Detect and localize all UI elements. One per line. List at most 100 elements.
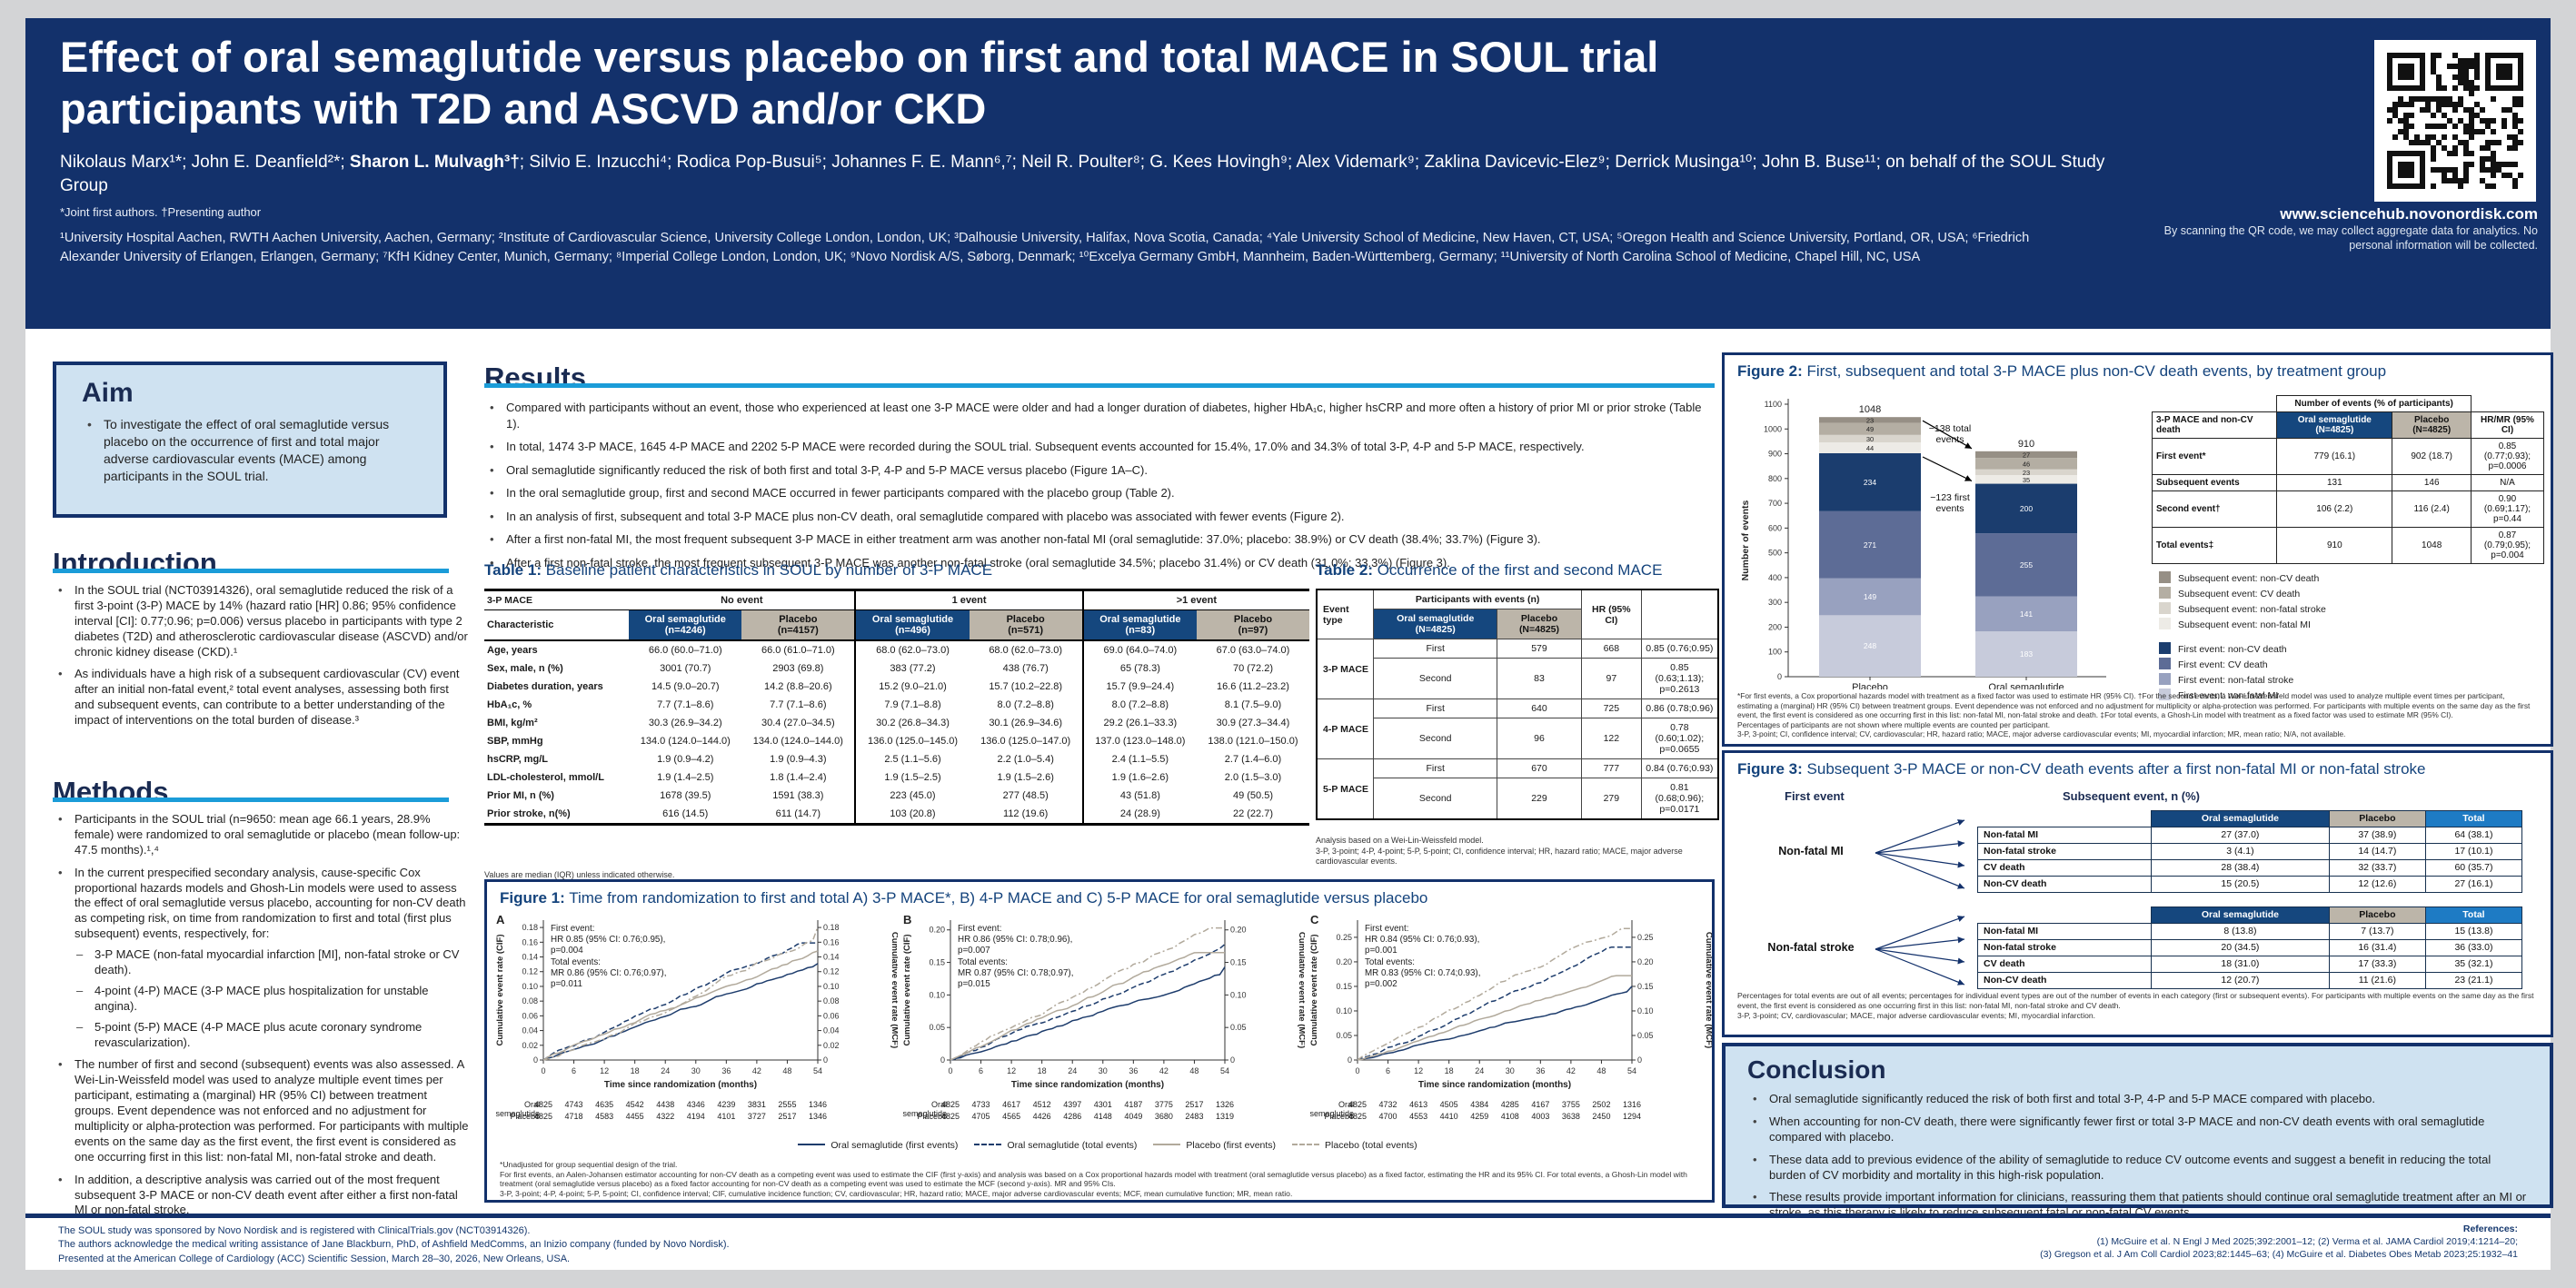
stats-line: p=0.004 (551, 946, 583, 956)
poster-title-line1: Effect of oral semaglutide versus placeb… (60, 33, 1659, 81)
figure3-total-cell: 27 (16.1) (2424, 875, 2523, 893)
figure2-footnote: 3-P, 3-point; CI, confidence interval; C… (1737, 729, 2346, 738)
table1-cell: 2.2 (1.0–5.4) (997, 754, 1054, 765)
svg-text:42: 42 (1159, 1066, 1169, 1075)
svg-text:1000: 1000 (1764, 424, 1782, 433)
table2-placebo-cell: 725 (1580, 698, 1642, 718)
p-value: p=0.2613 (1659, 684, 1700, 695)
figure2-table-row: First event* 779 (16.1) 902 (18.7) 0.85 (0.… (2151, 438, 2545, 475)
svg-text:0: 0 (1348, 1055, 1352, 1065)
table1-cell: 24 (28.9) (1081, 805, 1197, 825)
figure2-row-label: First event* (2151, 438, 2278, 475)
legend-swatch (2159, 658, 2171, 669)
figure1-chart-C: 0 00.05 0.050.10 0.100.15 0.150.20 0.200.25 0.… (1309, 920, 1714, 1090)
stats-line: HR 0.84 (95% CI: 0.76;0.93), (1365, 935, 1480, 946)
table1-cell: 2903 (69.8) (772, 663, 824, 674)
methods-bullet: The number of first and second (subseque… (53, 1057, 469, 1164)
at-risk-value: 4553 (1409, 1112, 1428, 1121)
table1-cell: HbA₁c, % (487, 699, 532, 710)
at-risk-value: 4101 (717, 1112, 736, 1121)
at-risk-value: 4542 (625, 1100, 644, 1109)
svg-text:54: 54 (1220, 1066, 1229, 1075)
svg-text:900: 900 (1768, 450, 1782, 459)
bar-annotation: −138 total events (1929, 423, 1971, 445)
conclusion-bullet: When accounting for non-CV death, there … (1747, 1115, 2529, 1145)
svg-text:0.10: 0.10 (1637, 1006, 1654, 1016)
number-of-events-header: Number of events (% of participants) (2276, 395, 2472, 412)
svg-text:Placebo: Placebo (1852, 682, 1888, 689)
p-value: p=0.0655 (1659, 744, 1700, 755)
legend-swatch (2159, 618, 2171, 629)
table1-cell: 1.9 (1.5–2.6) (997, 772, 1054, 783)
table2-order-cell: Second (1373, 778, 1498, 820)
sub-bullet-item: 5-point (5-P) MACE (4-P MACE plus acute … (75, 1020, 469, 1051)
table1-group-header: 1 event (854, 590, 1083, 610)
stats-line: MR 0.87 (95% CI: 0.78;0.97), (958, 967, 1074, 978)
arm-n: (n=496) (895, 625, 930, 636)
figure3-table-header: Oral semaglutide Placebo Total (1978, 809, 2523, 827)
table1-baseline-characteristics: 3-P MACE No event 1 event >1 event Character… (484, 589, 1309, 826)
svg-text:48: 48 (1596, 1066, 1606, 1075)
reference-line: (1) McGuire et al. N Engl J Med 2025;392… (2096, 1236, 2518, 1248)
at-risk-table: Oral semaglutide 4825 4743 4635 4542 4438 4346… (491, 1100, 898, 1124)
svg-text:30: 30 (1506, 1066, 1515, 1075)
svg-text:0.02: 0.02 (823, 1041, 840, 1050)
svg-text:12: 12 (1007, 1066, 1016, 1075)
first-event-label: Non-fatal stroke (1767, 941, 1855, 954)
qr-code-image (2374, 40, 2536, 202)
stats-line: MR 0.86 (95% CI: 0.76;0.97), (551, 967, 667, 978)
p-value: p=0.0171 (1659, 804, 1700, 815)
poster-title-line2: participants with T2D and ASCVD and/or C… (60, 84, 987, 134)
stats-line: Total events: (1365, 956, 1416, 967)
figure2-title-text: First, subsequent and total 3-P MACE plu… (1802, 362, 2387, 380)
table2-sema-cell: 640 (1497, 698, 1582, 718)
figure2-legend-entry: First event: CV death (2159, 658, 2326, 670)
table1-row: Prior stroke, n(%) 616 (14.5) 611 (14.7) 10… (484, 805, 1309, 825)
bar-segment (1975, 631, 2077, 677)
arm-n: (n=571) (1008, 625, 1044, 636)
at-risk-value: 4003 (1531, 1112, 1550, 1121)
table2-placebo-cell: 777 (1580, 758, 1642, 778)
svg-text:49: 49 (1866, 425, 1874, 433)
at-risk-value: 3831 (747, 1100, 766, 1109)
figure3-row-label: Non-fatal MI (1977, 826, 2152, 844)
panel-stats: First event: HR 0.85 (95% CI: 0.76;0.95),… (551, 924, 666, 990)
figure2-bar-svg: 0 100 200 300 400 500 600 700 800 900 1000 1100 Numb… (1740, 399, 2106, 693)
bar-segment (1975, 533, 2077, 597)
svg-text:800: 800 (1768, 474, 1782, 483)
svg-text:0: 0 (823, 1055, 828, 1065)
table2-footnote: Analysis based on a Wei-Lin-Weissfeld mo… (1316, 836, 1484, 845)
figure2-row-label: Subsequent events (2151, 474, 2278, 491)
svg-text:0: 0 (1355, 1066, 1359, 1075)
figure3-table-header: Oral semaglutide Placebo Total (1978, 906, 2523, 924)
figure3-row-label: Non-fatal stroke (1977, 842, 2152, 860)
table1-cell: 223 (45.0) (854, 787, 970, 805)
figure2-row-label: Total events‡ (2151, 527, 2278, 564)
table1-cell: 137.0 (123.0–148.0) (1081, 732, 1197, 750)
figure1-panel-C: C 0 0 0.05 0.05 0.10 0.10 0.15 0.15 0.20 0.20 0.25 0… (1305, 913, 1714, 1129)
table2-row: 3-P MACE First 579 668 0.85 (0.76;0.95) (1316, 639, 1719, 699)
svg-text:23: 23 (2023, 469, 2030, 477)
figure3-row-label: Non-fatal MI (1977, 922, 2152, 940)
svg-text:Time since randomization (mont: Time since randomization (months) (604, 1080, 757, 1090)
bar-segment (1819, 434, 1921, 442)
table2-order-cell: First (1373, 758, 1498, 778)
at-risk-value: 4194 (686, 1112, 705, 1121)
figure2-box: Figure 2: First, subsequent and total 3-… (1722, 352, 2553, 747)
legend-label: First event: CV death (2178, 659, 2268, 670)
table2-order-cell: First (1373, 698, 1498, 718)
table1-cell: 383 (77.2) (854, 659, 970, 678)
table2-order-cell: Second (1373, 718, 1498, 759)
arm-n: (n=83) (1125, 625, 1156, 636)
table2-placebo-cell: 668 (1580, 639, 1642, 659)
figure3-placebo-cell: 14 (14.7) (2328, 842, 2426, 860)
at-risk-arm-label: Placebo (1324, 1112, 1354, 1121)
table2-group-label: 3-P MACE (1316, 639, 1375, 699)
at-risk-value: 4825 (533, 1112, 553, 1121)
svg-text:500: 500 (1768, 549, 1782, 558)
stats-line: p=0.011 (551, 979, 582, 990)
svg-text:Cumulative event rate (CIF): Cumulative event rate (CIF) (495, 935, 505, 1046)
figure3-footnote: Percentages for total events are out of … (1737, 991, 2534, 1011)
at-risk-value: 4187 (1124, 1100, 1143, 1109)
legend-label: First event: non-fatal MI (2178, 690, 2279, 701)
